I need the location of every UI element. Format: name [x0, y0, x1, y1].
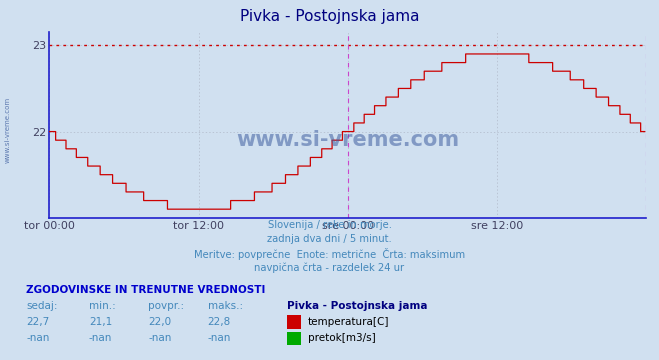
Text: 21,1: 21,1 — [89, 317, 112, 327]
Text: min.:: min.: — [89, 301, 116, 311]
Text: povpr.:: povpr.: — [148, 301, 185, 311]
Text: Pivka - Postojnska jama: Pivka - Postojnska jama — [287, 301, 427, 311]
Text: sedaj:: sedaj: — [26, 301, 58, 311]
Text: pretok[m3/s]: pretok[m3/s] — [308, 333, 376, 343]
Text: 22,7: 22,7 — [26, 317, 49, 327]
Text: ZGODOVINSKE IN TRENUTNE VREDNOSTI: ZGODOVINSKE IN TRENUTNE VREDNOSTI — [26, 285, 266, 295]
Text: temperatura[C]: temperatura[C] — [308, 317, 389, 327]
Text: 22,0: 22,0 — [148, 317, 171, 327]
Text: -nan: -nan — [26, 333, 49, 343]
Text: -nan: -nan — [208, 333, 231, 343]
Text: zadnja dva dni / 5 minut.: zadnja dva dni / 5 minut. — [267, 234, 392, 244]
Text: www.si-vreme.com: www.si-vreme.com — [5, 96, 11, 163]
Text: maks.:: maks.: — [208, 301, 243, 311]
Text: www.si-vreme.com: www.si-vreme.com — [236, 130, 459, 150]
Text: Meritve: povprečne  Enote: metrične  Črta: maksimum: Meritve: povprečne Enote: metrične Črta:… — [194, 248, 465, 260]
Text: -nan: -nan — [89, 333, 112, 343]
Text: -nan: -nan — [148, 333, 171, 343]
Text: Pivka - Postojnska jama: Pivka - Postojnska jama — [240, 9, 419, 24]
Text: 22,8: 22,8 — [208, 317, 231, 327]
Text: Slovenija / reke in morje.: Slovenija / reke in morje. — [268, 220, 391, 230]
Text: navpična črta - razdelek 24 ur: navpična črta - razdelek 24 ur — [254, 263, 405, 274]
